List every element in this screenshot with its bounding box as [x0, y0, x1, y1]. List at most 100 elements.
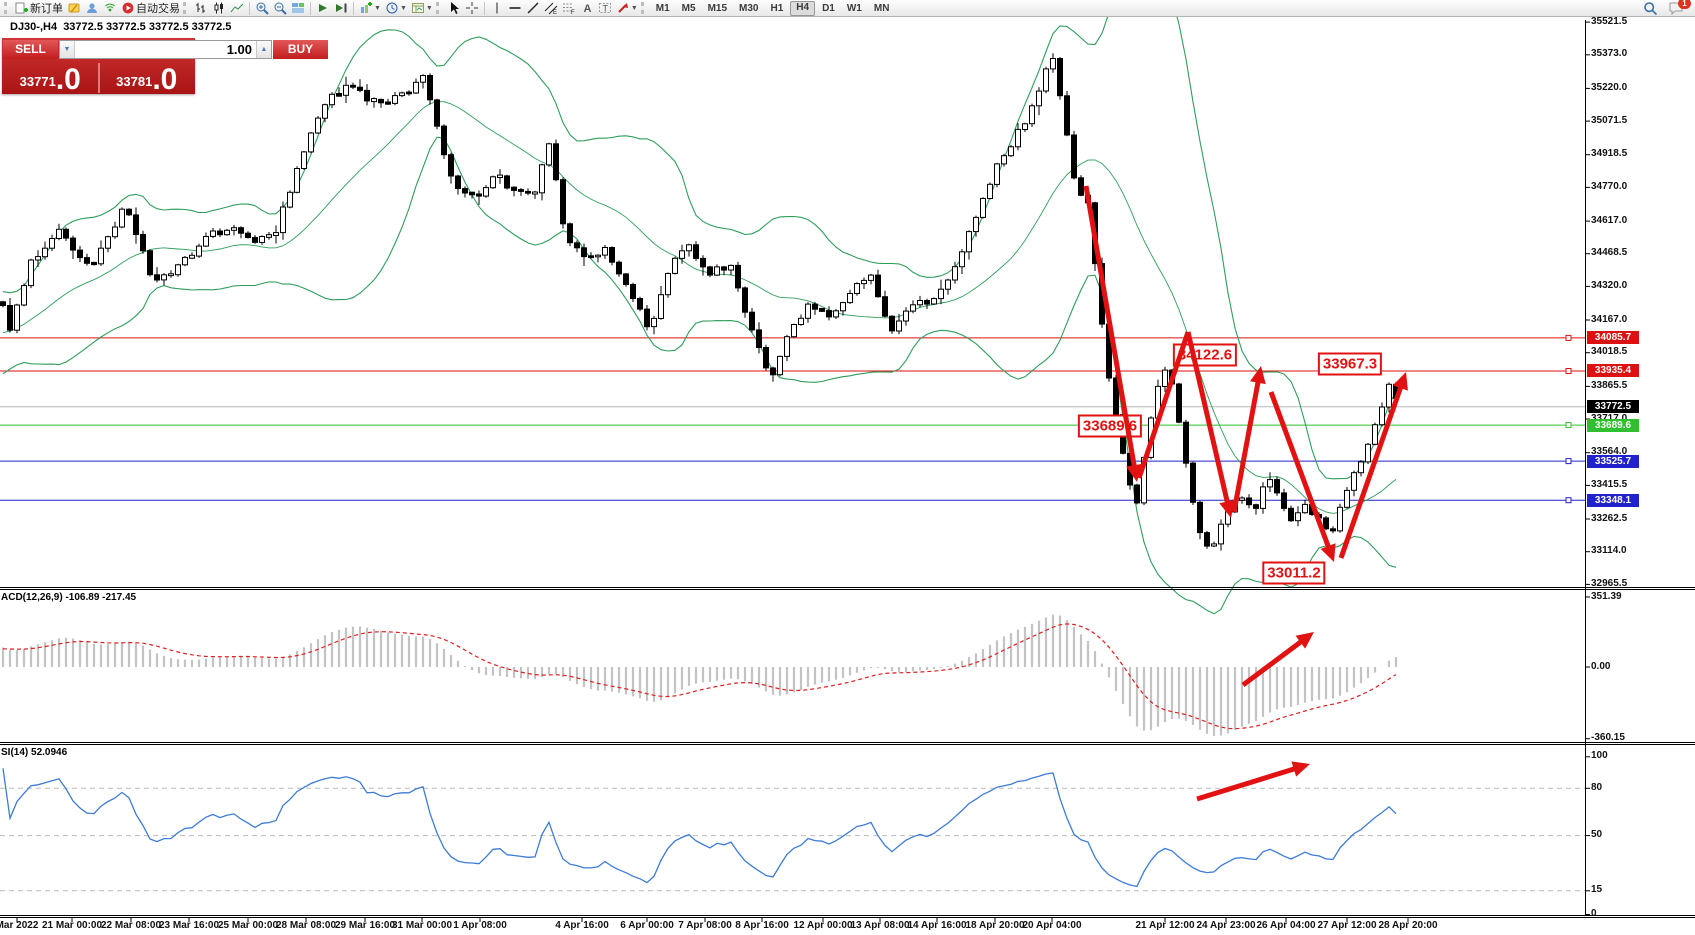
price-badge: 33348.1	[1587, 493, 1639, 507]
crosshair-icon	[465, 1, 479, 15]
equidistant-channel-button[interactable]: E	[542, 1, 560, 16]
time-axis-label: 1 Apr 08:00	[453, 920, 507, 931]
sell-button[interactable]: SELL	[3, 40, 58, 59]
bollinger-upper-band	[2, 0, 1397, 480]
volume-input[interactable]	[75, 41, 256, 58]
metaeditor-button[interactable]	[65, 1, 83, 16]
horizontal-line-button[interactable]	[506, 1, 524, 16]
timeframe-h4[interactable]: H4	[790, 0, 816, 16]
price-badge: 34085.7	[1587, 331, 1639, 345]
price-axis-tick: 33865.5	[1591, 379, 1628, 391]
search-button[interactable]	[1641, 1, 1660, 16]
sell-price[interactable]: 33771.0	[19, 63, 81, 96]
vertical-line-icon	[490, 1, 504, 15]
line-chart-button[interactable]	[228, 1, 246, 16]
annotation-label[interactable]: 33689.6	[1077, 414, 1143, 438]
notification-count-badge: 1	[1678, 0, 1691, 9]
templates-button[interactable]: ▼	[409, 1, 435, 16]
timeframe-w1[interactable]: W1	[846, 2, 862, 14]
autotrading-button[interactable]: 自动交易	[119, 1, 182, 16]
trendline-button[interactable]	[524, 1, 542, 16]
volume-decrease-button[interactable]: ▼	[60, 41, 75, 58]
crosshair-button[interactable]	[463, 1, 481, 16]
time-axis-label: 27 Apr 12:00	[1317, 920, 1377, 931]
volume-increase-button[interactable]: ▲	[256, 41, 271, 58]
price-badge: 33935.4	[1587, 364, 1639, 378]
zoom-out-button[interactable]	[271, 1, 289, 16]
periods-button[interactable]: ▼	[383, 1, 409, 16]
notifications-button[interactable]: 1	[1666, 0, 1691, 16]
chart-shift-button[interactable]	[332, 1, 350, 16]
fibonacci-icon: F	[562, 1, 576, 15]
timeframe-m15[interactable]: M15	[707, 2, 728, 14]
zoom-in-button[interactable]	[253, 1, 271, 16]
candlestick-chart-button[interactable]	[210, 1, 228, 16]
chevron-down-icon: ▼	[630, 4, 638, 12]
toolbar-separator	[310, 1, 311, 15]
new-order-label: 新订单	[30, 3, 63, 15]
add-indicator-button[interactable]: ▼	[357, 1, 383, 16]
price-axis-tick: 34617.0	[1591, 214, 1628, 226]
buy-price[interactable]: 33781.0	[116, 63, 178, 96]
chart-title: DJ30-,H4 33772.5 33772.5 33772.5 33772.5	[10, 21, 232, 33]
toolbar-separator	[483, 1, 485, 15]
text-button[interactable]: A	[578, 1, 596, 16]
timeframe-m30[interactable]: M30	[739, 2, 759, 14]
toolbar-grip[interactable]	[640, 2, 647, 14]
price-axis-tick: 34770.0	[1591, 180, 1628, 192]
time-axis-label: 4 Apr 16:00	[555, 920, 609, 931]
line-handle[interactable]	[1565, 368, 1572, 374]
new-order-button[interactable]: 新订单	[13, 1, 65, 16]
time-axis-label: 22 Mar 08:00	[100, 920, 162, 931]
horizontal-line-icon	[508, 1, 522, 15]
timeframe-h1[interactable]: H1	[770, 2, 784, 14]
line-handle[interactable]	[1565, 334, 1572, 341]
candlestick-series	[0, 53, 1399, 551]
time-axis-label: 20 Apr 04:00	[1022, 920, 1082, 931]
cursor-button[interactable]	[445, 1, 463, 16]
autotrading-icon	[121, 1, 135, 15]
auto-scroll-button[interactable]	[314, 1, 332, 16]
price-axis-tick: 34018.5	[1591, 346, 1628, 358]
bollinger-lower-band	[2, 136, 1397, 615]
annotation-label[interactable]: 33967.3	[1317, 352, 1383, 376]
add-indicator-icon	[359, 1, 373, 15]
toolbar-grip[interactable]	[183, 2, 189, 14]
text-label-button[interactable]: T	[596, 1, 614, 16]
timeframe-m1[interactable]: M1	[655, 2, 670, 14]
signal-button[interactable]	[101, 1, 119, 16]
tile-windows-button[interactable]	[289, 1, 307, 16]
macd-signal-line	[2, 623, 1397, 730]
price-axis-tick: 35071.5	[1591, 114, 1628, 126]
price-axis-tick: 33114.0	[1591, 545, 1627, 557]
signal-icon	[103, 1, 117, 15]
bar-chart-button[interactable]	[192, 1, 210, 16]
profile-icon	[85, 1, 99, 15]
annotation-label[interactable]: 34122.6	[1172, 343, 1238, 367]
chart-shift-icon	[334, 1, 348, 15]
text-icon: A	[580, 1, 594, 15]
line-handle[interactable]	[1565, 497, 1572, 504]
arrows-icon	[616, 1, 630, 15]
toolbar-separator	[353, 1, 354, 15]
bar-chart-icon	[194, 1, 208, 15]
vertical-line-button[interactable]	[488, 1, 506, 16]
price-axis-tick: 34918.5	[1591, 148, 1628, 160]
timeframe-d1[interactable]: D1	[822, 2, 835, 14]
svg-text:E: E	[553, 10, 557, 15]
annotation-label[interactable]: 33011.2	[1262, 561, 1326, 585]
timeframe-m5[interactable]: M5	[681, 2, 696, 14]
timeframe-mn[interactable]: MN	[873, 2, 890, 14]
arrows-button[interactable]: ▼	[614, 1, 640, 16]
line-handle[interactable]	[1565, 458, 1572, 465]
fibonacci-button[interactable]: F	[560, 1, 578, 16]
buy-button[interactable]: BUY	[273, 40, 328, 59]
profile-button[interactable]	[83, 1, 101, 16]
price-axis-tick: 34320.0	[1591, 279, 1628, 291]
line-handle[interactable]	[1565, 422, 1572, 429]
toolbar-grip[interactable]	[4, 2, 10, 14]
time-axis-label: 29 Mar 16:00	[334, 920, 396, 931]
one-click-trading-panel: SELL ▼ ▲ BUY 33771.0 33781.0	[2, 38, 328, 96]
toolbar-grip[interactable]	[435, 2, 442, 14]
